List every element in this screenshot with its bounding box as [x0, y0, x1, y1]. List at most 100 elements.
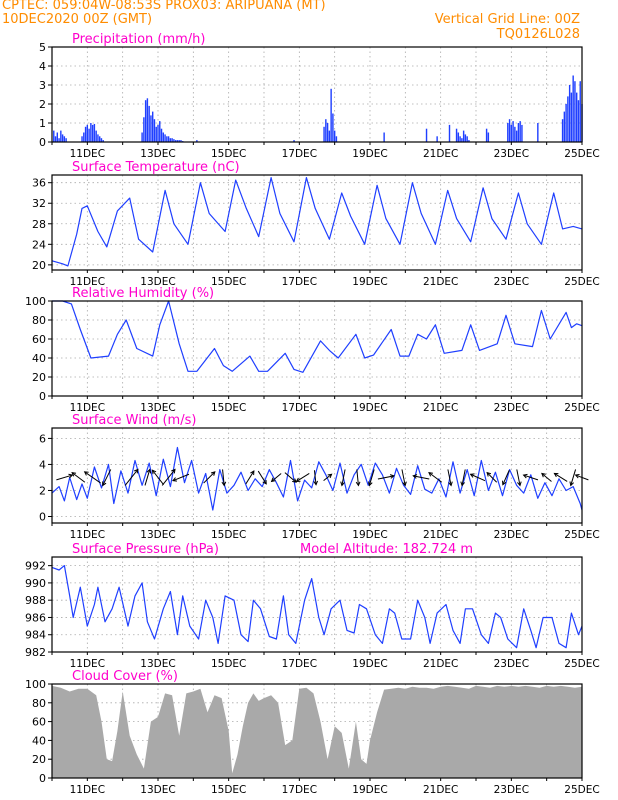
precip-bar — [574, 81, 576, 142]
precip-bar — [95, 130, 97, 142]
x-tick-label: 23DEC — [494, 529, 529, 541]
x-tick-label: 15DEC — [211, 276, 246, 288]
x-tick-label: 23DEC — [494, 402, 529, 414]
precip-bar — [515, 130, 518, 142]
x-tick-label: 13DEC — [140, 148, 175, 160]
x-tick-label: 23DEC — [494, 784, 529, 796]
station-info: CPTEC: 059:04W-08:53S PROX03: ARIPUANA (… — [2, 0, 326, 13]
wind-arrow — [71, 472, 86, 483]
precip-bar — [572, 75, 574, 142]
y-tick-label: 20 — [32, 371, 46, 384]
precip-bar — [83, 132, 85, 142]
x-tick-label: 23DEC — [494, 148, 529, 160]
rh-series-line — [52, 300, 583, 373]
x-tick-label: 13DEC — [140, 784, 175, 796]
y-tick-label: 28 — [32, 218, 46, 231]
wind-arrow — [171, 473, 190, 482]
x-tick-label: 21DEC — [423, 529, 458, 541]
x-tick-label: 19DEC — [352, 402, 387, 414]
y-tick-label: 40 — [32, 352, 46, 365]
model-code: TQ0126L028 — [496, 27, 580, 42]
x-tick-label: 23DEC — [494, 276, 529, 288]
wind-title: Surface Wind (m/s) — [72, 413, 196, 428]
precip-bar — [568, 85, 571, 142]
wind-arrow — [502, 470, 510, 486]
y-tick-label: 992 — [25, 560, 46, 573]
precip-bar — [150, 115, 152, 142]
x-tick-label: 15DEC — [211, 529, 246, 541]
y-tick-label: 60 — [32, 716, 46, 729]
x-tick-label: 21DEC — [423, 402, 458, 414]
grid-note: Vertical Grid Line: 00Z — [434, 12, 580, 27]
wind-arrow — [323, 473, 333, 482]
y-tick-label: 2 — [39, 98, 46, 111]
precip-bar — [517, 123, 520, 142]
precip-bar — [63, 136, 66, 142]
precip-bar — [174, 140, 177, 142]
precip-bar — [141, 132, 143, 142]
precip-bar — [171, 138, 173, 142]
x-tick-label: 13DEC — [140, 658, 175, 670]
precip-bar — [333, 130, 336, 142]
wind-frame — [51, 427, 583, 524]
x-tick-label: 11DEC — [70, 148, 105, 160]
precip-bar — [425, 128, 428, 142]
wind-arrow — [460, 469, 466, 487]
precip-bar — [53, 130, 55, 142]
precip-bar — [561, 119, 564, 142]
y-tick-label: 80 — [32, 697, 46, 710]
wind-arrow — [401, 469, 407, 487]
wind-arrow — [447, 469, 453, 487]
y-tick-label: 1 — [39, 117, 46, 130]
precip-bar — [178, 140, 180, 142]
x-tick-label: 13DEC — [140, 402, 175, 414]
model-altitude: Model Altitude: 182.724 m — [300, 542, 473, 557]
precip-bar — [169, 138, 172, 142]
temp-title: Surface Temperature (nC) — [72, 160, 240, 175]
precip-bar — [462, 130, 465, 142]
pressure-frame — [51, 556, 583, 653]
y-tick-label: 100 — [25, 295, 46, 308]
wind-arrow — [469, 473, 486, 482]
x-tick-label: 21DEC — [423, 148, 458, 160]
x-tick-label: 19DEC — [352, 529, 387, 541]
precip-bar — [579, 81, 581, 142]
precip-bar — [335, 136, 338, 142]
y-tick-label: 100 — [25, 678, 46, 691]
wind-arrow — [124, 468, 139, 486]
precip-bar — [537, 123, 539, 142]
precip-bar — [575, 92, 578, 142]
x-tick-label: 13DEC — [140, 276, 175, 288]
wind-arrow — [270, 473, 282, 483]
x-tick-label: 11DEC — [70, 658, 105, 670]
temp-series-line — [51, 177, 583, 267]
x-tick-label: 19DEC — [352, 658, 387, 670]
x-tick-label: 17DEC — [282, 148, 317, 160]
precip-bar — [173, 139, 175, 142]
y-tick-label: 988 — [25, 594, 46, 607]
precip-bar — [54, 136, 57, 142]
wind-arrow — [355, 469, 361, 487]
x-tick-label: 25DEC — [564, 148, 599, 160]
x-tick-label: 21DEC — [423, 276, 458, 288]
precip-bar — [466, 136, 468, 142]
pressure-series-line — [51, 564, 583, 649]
rh-title: Relative Humidity (%) — [72, 286, 214, 301]
y-tick-label: 4 — [39, 60, 46, 73]
y-tick-label: 984 — [25, 629, 46, 642]
precip-bar — [166, 136, 168, 142]
y-tick-label: 986 — [25, 611, 46, 624]
precip-bar — [91, 124, 94, 142]
x-tick-label: 19DEC — [352, 148, 387, 160]
y-tick-label: 0 — [39, 510, 46, 523]
precip-bar — [563, 111, 566, 142]
cloud-area — [52, 685, 582, 778]
precip-bar — [577, 100, 580, 142]
wind-series-line — [51, 446, 583, 511]
y-tick-label: 36 — [32, 177, 46, 190]
wind-arrow — [83, 471, 101, 484]
precip-bar — [60, 130, 62, 142]
wind-arrow — [295, 473, 310, 483]
rh-frame — [51, 300, 583, 397]
